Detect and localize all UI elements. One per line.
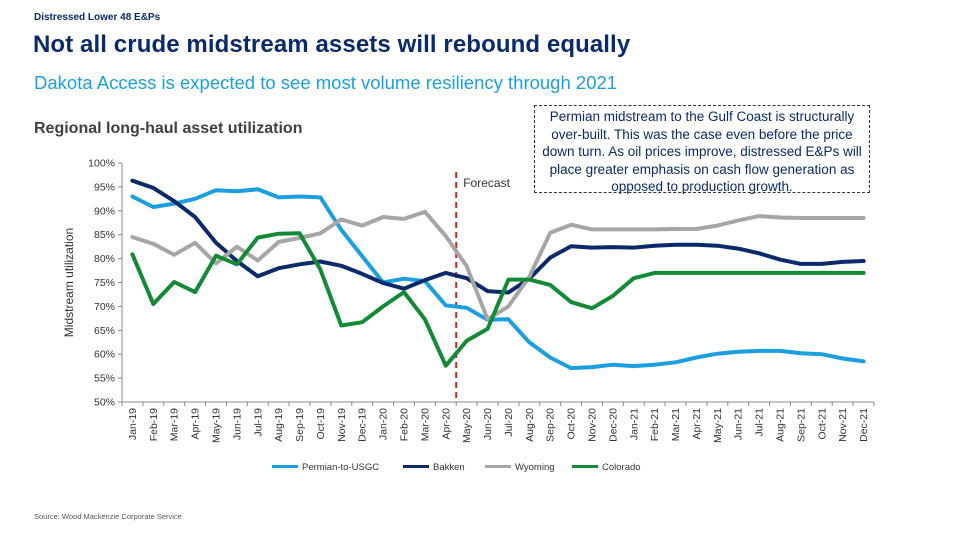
x-tick-label: Feb-20	[399, 408, 411, 441]
x-tick-label: Mar-20	[419, 408, 431, 441]
chart-title: Regional long-haul asset utilization	[34, 120, 303, 137]
source-note: Source: Wood Mackenzie Corporate Service	[34, 512, 182, 521]
x-tick-label: Mar-21	[670, 408, 682, 441]
x-tick-label: Oct-20	[566, 408, 578, 440]
x-tick-label: Feb-21	[649, 408, 661, 441]
y-axis-label: Midstream utilization	[62, 228, 76, 337]
y-tick-label: 95%	[94, 181, 115, 193]
legend-item-colorado: Colorado	[572, 462, 641, 473]
y-tick-label: 60%	[94, 349, 115, 361]
y-tick-label: 100%	[88, 158, 115, 170]
x-tick-label: Nov-21	[837, 408, 849, 442]
page-title: Not all crude midstream assets will rebo…	[33, 31, 631, 58]
x-tick-label: Jun-21	[733, 408, 745, 440]
x-tick-label: Jan-21	[628, 408, 640, 440]
x-tick-label: Jun-19	[231, 408, 243, 440]
kicker-label: Distressed Lower 48 E&Ps	[34, 12, 161, 23]
x-tick-label: Jul-21	[754, 408, 766, 437]
y-tick-label: 75%	[94, 277, 115, 289]
x-tick-label: Dec-20	[607, 408, 619, 442]
legend-label: Colorado	[602, 462, 641, 473]
x-tick-label: Sep-19	[294, 408, 306, 442]
x-tick-label: Jul-20	[503, 408, 515, 437]
y-tick-label: 90%	[94, 205, 115, 217]
legend-swatch	[403, 464, 429, 468]
forecast-label: Forecast	[463, 176, 510, 190]
x-tick-label: Sep-21	[795, 408, 807, 442]
x-tick-label: Aug-20	[524, 408, 536, 442]
legend-swatch	[485, 464, 511, 468]
legend-item-permian-to-usgc: Permian-to-USGC	[272, 462, 379, 473]
x-tick-label: Jan-20	[378, 408, 390, 440]
legend-swatch	[572, 464, 598, 468]
series-line-wyoming	[130, 209, 866, 322]
callout-box: Permian midstream to the Gulf Coast is s…	[534, 105, 870, 194]
legend-item-wyoming: Wyoming	[485, 462, 555, 473]
y-tick-label: 80%	[94, 253, 115, 265]
y-tick-label: 65%	[94, 325, 115, 337]
x-tick-label: Apr-19	[190, 408, 202, 440]
x-tick-label: Nov-19	[336, 408, 348, 442]
x-tick-label: Oct-19	[315, 408, 327, 440]
legend-item-bakken: Bakken	[403, 462, 465, 473]
series-line-bakken	[130, 178, 866, 295]
x-tick-label: Jun-20	[482, 408, 494, 440]
x-tick-label: Aug-19	[273, 408, 285, 442]
y-tick-label: 70%	[94, 301, 115, 313]
chart-legend: Permian-to-USGC Bakken Wyoming Colorado	[0, 462, 960, 476]
legend-label: Permian-to-USGC	[302, 462, 380, 473]
y-tick-label: 55%	[94, 373, 115, 385]
y-tick-label: 50%	[94, 397, 115, 409]
x-tick-label: Jul-19	[252, 408, 264, 437]
legend-label: Wyoming	[515, 462, 555, 473]
x-tick-label: Aug-21	[775, 408, 787, 442]
x-tick-label: Apr-20	[440, 408, 452, 440]
x-tick-label: Nov-20	[587, 408, 599, 442]
x-tick-label: May-21	[712, 408, 724, 443]
x-tick-label: Apr-21	[691, 408, 703, 440]
legend-swatch	[272, 464, 298, 468]
x-tick-label: Dec-19	[357, 408, 369, 442]
x-tick-label: Feb-19	[148, 408, 160, 441]
x-tick-label: May-20	[461, 408, 473, 443]
x-tick-label: Jan-19	[127, 408, 139, 440]
x-tick-label: Sep-20	[545, 408, 557, 442]
x-tick-label: Dec-21	[858, 408, 870, 442]
x-tick-label: Oct-21	[816, 408, 828, 440]
series-line-permian-to-usgc	[130, 187, 866, 371]
series-line-colorado	[130, 231, 866, 368]
x-tick-label: Mar-19	[169, 408, 181, 441]
legend-label: Bakken	[433, 462, 465, 473]
y-tick-label: 85%	[94, 229, 115, 241]
page-subtitle: Dakota Access is expected to see most vo…	[34, 72, 618, 93]
x-tick-label: May-19	[211, 408, 223, 443]
